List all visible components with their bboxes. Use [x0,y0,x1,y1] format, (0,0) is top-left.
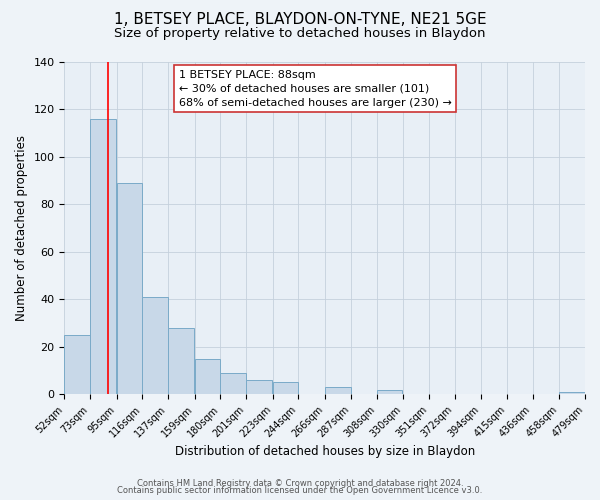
X-axis label: Distribution of detached houses by size in Blaydon: Distribution of detached houses by size … [175,444,475,458]
Bar [195,358,220,394]
Bar [168,328,194,394]
Bar [559,392,585,394]
Bar [377,390,402,394]
Bar [246,380,272,394]
Bar [117,182,142,394]
Text: 1, BETSEY PLACE, BLAYDON-ON-TYNE, NE21 5GE: 1, BETSEY PLACE, BLAYDON-ON-TYNE, NE21 5… [113,12,487,28]
Bar [142,297,168,394]
Text: 1 BETSEY PLACE: 88sqm
← 30% of detached houses are smaller (101)
68% of semi-det: 1 BETSEY PLACE: 88sqm ← 30% of detached … [179,70,452,108]
Bar [64,335,90,394]
Text: Contains public sector information licensed under the Open Government Licence v3: Contains public sector information licen… [118,486,482,495]
Bar [325,387,351,394]
Text: Contains HM Land Registry data © Crown copyright and database right 2024.: Contains HM Land Registry data © Crown c… [137,478,463,488]
Y-axis label: Number of detached properties: Number of detached properties [15,135,28,321]
Bar [273,382,298,394]
Text: Size of property relative to detached houses in Blaydon: Size of property relative to detached ho… [114,28,486,40]
Bar [90,118,116,394]
Bar [220,373,246,394]
